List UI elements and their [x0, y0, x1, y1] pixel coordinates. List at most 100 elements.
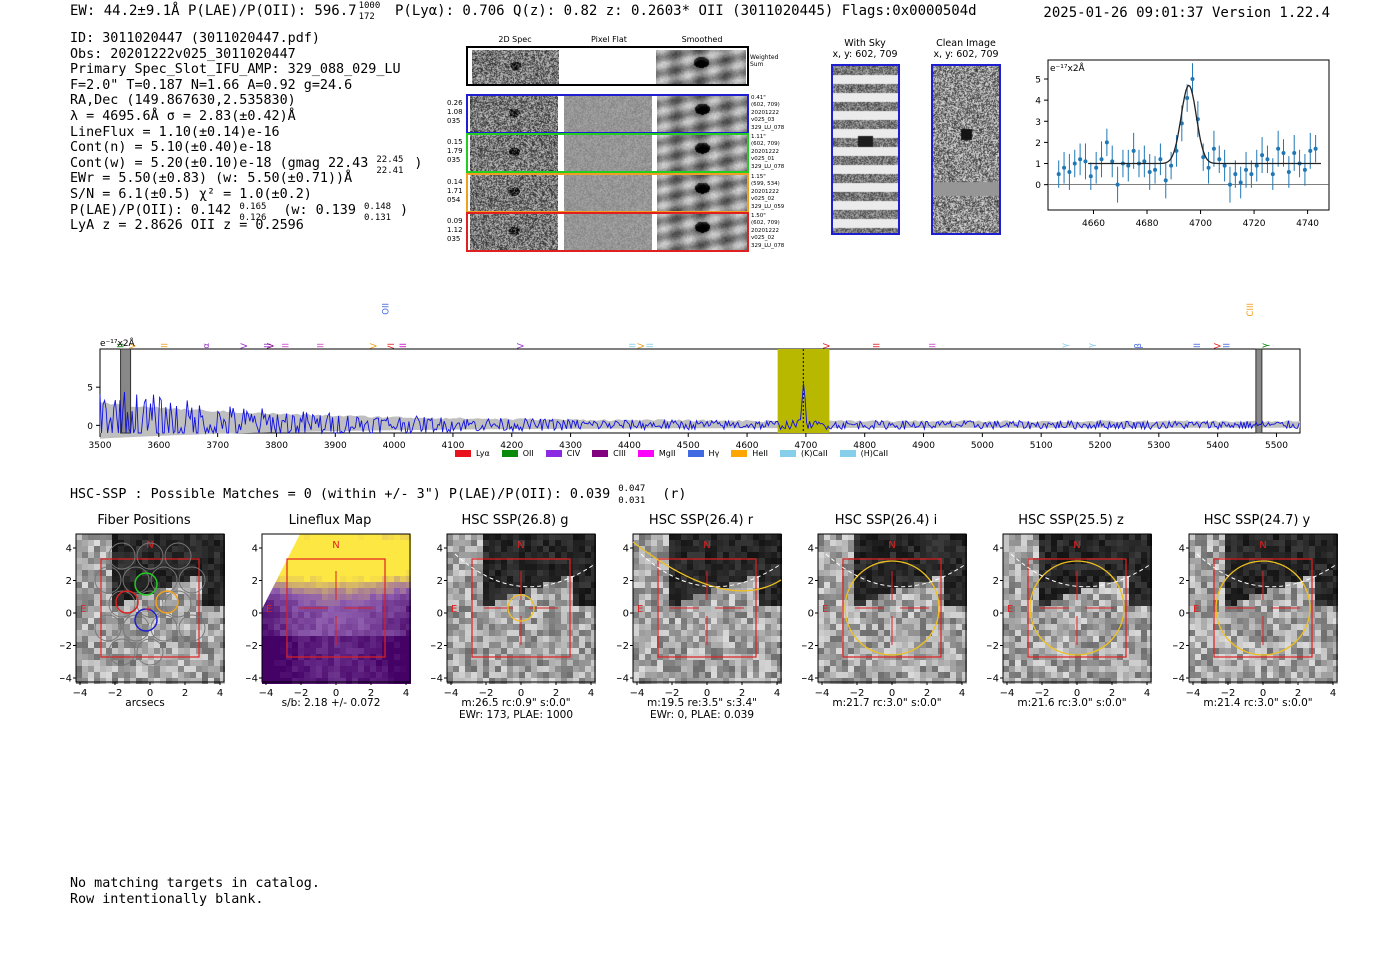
- col-label-pixelflat: Pixel Flat: [591, 35, 627, 44]
- clean-image: [931, 64, 1001, 235]
- legend-swatch: [501, 450, 518, 457]
- spectrum-xtick-label: 5300: [1147, 441, 1170, 451]
- north-label: N: [1259, 540, 1266, 551]
- thumb-xtick-label: 2: [182, 688, 188, 699]
- thumb-xtick-label: 0: [1260, 688, 1266, 699]
- fit-data-point: [1270, 172, 1275, 177]
- thumb-ytick-label: 4: [66, 544, 72, 555]
- fit-data-point: [1062, 165, 1067, 170]
- fit-data-point: [1147, 169, 1152, 174]
- legend-swatch: [731, 450, 748, 457]
- fit-data-point: [1265, 157, 1270, 162]
- fit-data-point: [1233, 172, 1238, 177]
- footer-line1: No matching targets in catalog.: [70, 876, 320, 891]
- fit-data-point: [1056, 172, 1061, 177]
- fit-data-point: [1281, 150, 1286, 155]
- thumb-image: N E −4−4 −2 −2 0 0 2 2 4 4: [802, 533, 967, 699]
- thumb-ytick-label: 0: [437, 609, 443, 620]
- fit-data-point: [1201, 155, 1206, 160]
- thumb-caption: arcsecs: [125, 697, 165, 709]
- fit-data-point: [1094, 165, 1099, 170]
- fit-data-point: [1169, 163, 1174, 168]
- fit-data-point: [1206, 165, 1211, 170]
- thumb-image: N E + −4−4 −2 −2 0 0 2 2 4 4: [60, 533, 225, 699]
- spectrum-xtick-label: 3800: [265, 441, 288, 451]
- info-redshifts: LyA z = 2.8626 OII z = 0.2596: [70, 218, 304, 234]
- thumb-ytick-label: 0: [252, 609, 258, 620]
- spectrum-xtick-label: 4500: [677, 441, 700, 451]
- fiber-circle: [108, 542, 136, 570]
- legend-item: Lyα: [455, 449, 490, 458]
- info-primary: Primary Spec_Slot_IFU_AMP: 329_088_029_L…: [70, 62, 401, 78]
- fit-ytick-label: 1: [1035, 160, 1041, 170]
- spectrum-ylabel: e⁻¹⁷x2Å: [100, 337, 136, 349]
- fit-data-point: [1244, 167, 1249, 172]
- thumb-ytick-label: −2: [617, 641, 629, 652]
- thumb-xtick-label: −2: [108, 688, 123, 699]
- spectrum-xtick-label: 4100: [441, 441, 464, 451]
- thumb-xtick-label: 0: [333, 688, 339, 699]
- legend-item: HeII: [731, 449, 768, 458]
- thumb-image: N E −4−4 −2 −2 0 0 2 2 4 4: [1173, 533, 1338, 699]
- footer-line2: Row intentionally blank.: [70, 891, 264, 907]
- thumb-xtick-label: 0: [704, 688, 710, 699]
- thumb-ytick-label: −4: [246, 674, 258, 685]
- thumb-ytick-label: 2: [623, 576, 629, 587]
- fiber-circle: [178, 566, 206, 594]
- fiber-circle: [150, 566, 178, 594]
- cutout-row-stamp: [466, 94, 749, 134]
- with-sky-image: [831, 64, 900, 235]
- thumb-ytick-label: −2: [246, 641, 258, 652]
- thumb-image: N E −4−4 −2 −2 0 0 2 2 4 4: [246, 533, 411, 699]
- fit-data-point: [1286, 169, 1291, 174]
- galaxy-contour: [1196, 553, 1338, 588]
- info-lineflux: LineFlux = 1.10(±0.14)e-16: [70, 124, 280, 140]
- thumb-xtick-label: −2: [479, 688, 494, 699]
- fit-data-point: [1260, 153, 1265, 158]
- thumb-ytick-label: 4: [252, 544, 258, 555]
- aperture-circle: [844, 560, 940, 656]
- thumb-caption: m:26.5 rc:0.9" s:0.0" EWr: 173, PLAE: 100…: [458, 697, 574, 721]
- thumb-xtick-label: 0: [518, 688, 524, 699]
- spectrum-xtick-label: 5200: [1089, 441, 1112, 451]
- thumb-caption: m:19.5 re:3.5" s:3.4" EWr: 0, PLAE: 0.039: [647, 697, 757, 721]
- spectrum-xtick-label: 4300: [559, 441, 582, 451]
- thumb-ytick-label: −2: [431, 641, 443, 652]
- thumb-image: N E −4−4 −2 −2 0 0 2 2 4 4: [987, 533, 1152, 699]
- thumb-xtick-label: 4: [217, 688, 223, 699]
- spectrum-xtick-label: 4900: [912, 441, 935, 451]
- fit-data-point: [1158, 157, 1163, 162]
- thumb-ytick-label: 2: [437, 576, 443, 587]
- thumb-ytick-label: −4: [617, 674, 629, 685]
- thumb-ytick-label: 2: [1179, 576, 1185, 587]
- thumb-xtick-label: −4: [1000, 688, 1015, 699]
- fit-data-point: [1308, 148, 1313, 153]
- thumb-xtick-label: 2: [1295, 688, 1301, 699]
- spectrum-xtick-label: 5100: [1030, 441, 1053, 451]
- fit-data-point: [1067, 169, 1072, 174]
- spectrum-xtick-label: 4000: [383, 441, 406, 451]
- weighted-sum-stamp: [466, 46, 749, 86]
- galaxy-contour: [825, 553, 967, 588]
- search-box: [100, 558, 200, 658]
- spectrum-xtick-label: 4400: [618, 441, 641, 451]
- fiber-circle: [136, 542, 164, 570]
- line-fit-plot: e⁻¹⁷x2Å 0 1 2 3 4 5 4660 4680 4700 4720 4740: [1035, 59, 1330, 229]
- info-contw: Cont(w) = 5.20(±0.10)e-18 (gmag 22.43 22…: [70, 154, 423, 176]
- fit-data-point: [1174, 148, 1179, 153]
- fiber-circle: [108, 590, 136, 618]
- thumb-image: N E −4−4 −2 −2 0 0 2 2 4 4: [617, 533, 782, 699]
- fiber-circle: [94, 614, 122, 642]
- north-label: N: [1073, 540, 1080, 551]
- spectrum-xtick-label: 3900: [324, 441, 347, 451]
- legend-item: CIV: [545, 449, 580, 458]
- fit-data-point: [1211, 146, 1216, 151]
- east-label: E: [80, 604, 86, 615]
- cutout-row-meta: 1.15" (599, 534) 20201222 v025_02 329_LU_059: [751, 174, 785, 210]
- hsc-title: HSC-SSP : Possible Matches = 0 (within +…: [70, 484, 687, 506]
- spectrum-line-label: CII: [317, 343, 327, 354]
- fit-data-point: [1227, 182, 1232, 187]
- spectrum-ytick-label: 5: [87, 384, 93, 394]
- spectrum-ytick-label: 0: [87, 422, 93, 432]
- thumb-ytick-label: −4: [802, 674, 814, 685]
